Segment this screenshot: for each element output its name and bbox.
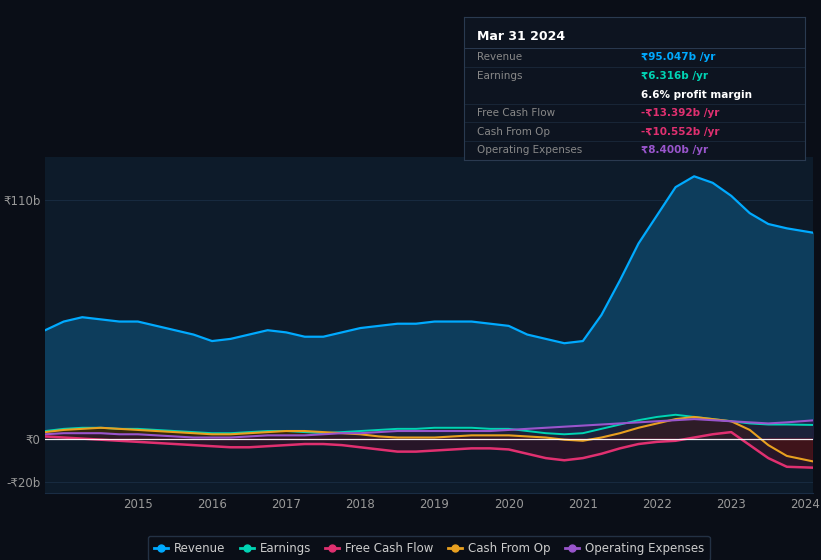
Text: -₹10.552b /yr: -₹10.552b /yr [641, 127, 719, 137]
Text: Mar 31 2024: Mar 31 2024 [478, 30, 566, 43]
Text: Operating Expenses: Operating Expenses [478, 145, 583, 155]
Text: ₹95.047b /yr: ₹95.047b /yr [641, 53, 715, 63]
Text: Revenue: Revenue [478, 53, 523, 63]
Text: ₹6.316b /yr: ₹6.316b /yr [641, 71, 708, 81]
Legend: Revenue, Earnings, Free Cash Flow, Cash From Op, Operating Expenses: Revenue, Earnings, Free Cash Flow, Cash … [148, 536, 710, 560]
Text: -₹13.392b /yr: -₹13.392b /yr [641, 108, 719, 118]
Text: Cash From Op: Cash From Op [478, 127, 551, 137]
Text: Free Cash Flow: Free Cash Flow [478, 108, 556, 118]
Text: Earnings: Earnings [478, 71, 523, 81]
Text: ₹8.400b /yr: ₹8.400b /yr [641, 145, 709, 155]
Text: 6.6% profit margin: 6.6% profit margin [641, 90, 752, 100]
